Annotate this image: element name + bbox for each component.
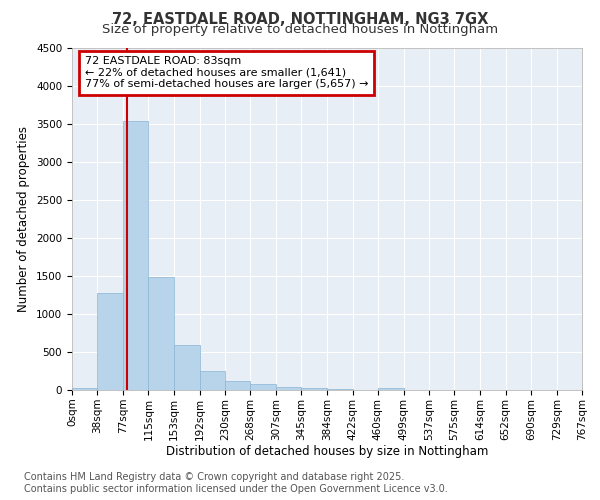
Bar: [225, 381, 250, 390]
Bar: [276, 387, 301, 390]
Bar: [378, 388, 404, 390]
Text: 72, EASTDALE ROAD, NOTTINGHAM, NG3 7GX: 72, EASTDALE ROAD, NOTTINGHAM, NG3 7GX: [112, 12, 488, 28]
Bar: [174, 345, 200, 390]
Bar: [97, 292, 123, 390]
Bar: [123, 122, 148, 390]
Text: Contains HM Land Registry data © Crown copyright and database right 2025.
Contai: Contains HM Land Registry data © Crown c…: [24, 472, 448, 494]
Bar: [250, 384, 276, 390]
Bar: [328, 389, 353, 390]
Bar: [301, 388, 328, 390]
X-axis label: Distribution of detached houses by size in Nottingham: Distribution of detached houses by size …: [166, 446, 488, 458]
Bar: [72, 388, 97, 390]
Text: 72 EASTDALE ROAD: 83sqm
← 22% of detached houses are smaller (1,641)
77% of semi: 72 EASTDALE ROAD: 83sqm ← 22% of detache…: [85, 56, 368, 90]
Bar: [200, 371, 225, 390]
Text: Size of property relative to detached houses in Nottingham: Size of property relative to detached ho…: [102, 22, 498, 36]
Y-axis label: Number of detached properties: Number of detached properties: [17, 126, 31, 312]
Bar: [148, 276, 174, 390]
